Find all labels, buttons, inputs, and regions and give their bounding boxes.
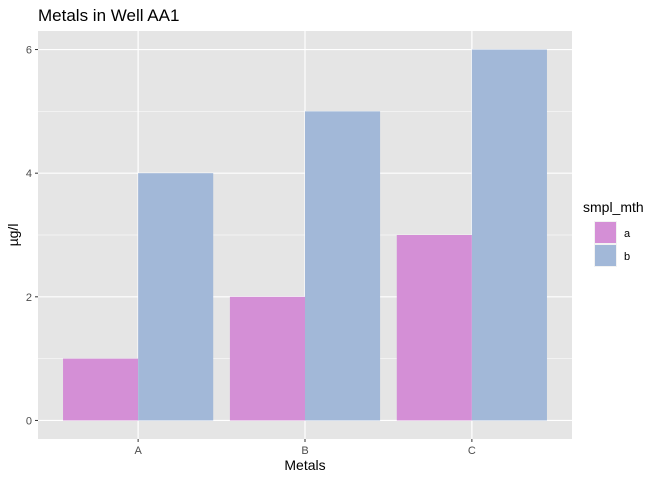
bar-C-a xyxy=(396,235,472,421)
chart-title: Metals in Well AA1 xyxy=(38,6,179,25)
bars xyxy=(63,49,547,421)
y-tick-label: 2 xyxy=(26,292,32,304)
x-axis-ticks: A B C xyxy=(134,439,476,457)
y-tick-label: 4 xyxy=(26,168,32,180)
legend-title: smpl_mth xyxy=(583,199,644,215)
x-axis-title: Metals xyxy=(284,457,325,473)
legend-swatch-b xyxy=(595,245,616,266)
x-tick-label: A xyxy=(134,445,142,457)
y-axis-title: µg/l xyxy=(5,224,21,247)
y-tick-label: 6 xyxy=(26,45,32,57)
y-tick-label: 0 xyxy=(26,415,32,427)
legend-swatch-a xyxy=(595,222,616,243)
bar-A-b xyxy=(138,173,214,421)
bar-A-a xyxy=(63,358,139,421)
bar-B-b xyxy=(305,111,381,421)
legend-label-b: b xyxy=(624,251,630,263)
x-tick-label: B xyxy=(301,445,308,457)
bar-C-b xyxy=(471,49,547,421)
bar-B-a xyxy=(229,296,305,421)
legend-label-a: a xyxy=(624,228,631,240)
x-tick-label: C xyxy=(468,445,476,457)
y-axis-ticks: 0 2 4 6 xyxy=(26,45,38,427)
legend: smpl_mth ab xyxy=(583,199,644,267)
